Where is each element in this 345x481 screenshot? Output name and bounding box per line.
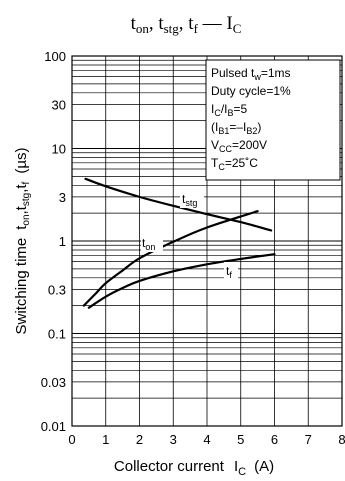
y-tick-label: 10 — [52, 142, 66, 157]
y-tick-label: 100 — [44, 49, 66, 64]
conditions-box: Pulsed tw=1ms Duty cycle=1% IC/IB=5 (IB1… — [205, 59, 341, 181]
y-tick-label: 30 — [52, 97, 66, 112]
condition-duty: Duty cycle=1% — [211, 84, 291, 98]
series-line-ton — [82, 210, 259, 307]
x-tick-label: 7 — [305, 432, 312, 447]
condition-pulsed: Pulsed tw=1ms — [211, 66, 291, 82]
tick-labels: 0 1 2 3 4 5 6 7 8 100 30 10 3 1 0.3 0.1 0.03 0.01 — [41, 49, 345, 447]
series-line-tf — [87, 253, 276, 309]
y-tick-label: 0.1 — [48, 327, 66, 342]
label-ton-bg — [141, 236, 163, 252]
condition-tc: TC=25˚C — [211, 156, 258, 172]
svg-text:tstg: tstg — [182, 192, 197, 208]
x-axis-label: Collector current IC (A) — [114, 458, 274, 478]
x-tick-label: 0 — [68, 432, 75, 447]
condition-ratio: IC/IB=5 — [211, 102, 248, 118]
x-tick-label: 8 — [338, 432, 345, 447]
svg-text:ton: ton — [142, 236, 155, 252]
chart-title: ton, tstg, tf — IC — [131, 13, 242, 36]
plot-frame — [71, 55, 343, 427]
y-tick-label: 1 — [59, 234, 66, 249]
x-tick-label: 5 — [237, 432, 244, 447]
svg-text:tf: tf — [226, 264, 232, 280]
curves — [82, 177, 276, 309]
x-tick-label: 2 — [136, 432, 143, 447]
conditions-box-frame — [205, 59, 341, 181]
label-ton: ton — [141, 236, 163, 252]
x-tick-label: 6 — [271, 432, 278, 447]
label-tstg-bg — [180, 190, 204, 208]
condition-ib: (IB1=–IB2) — [211, 120, 261, 136]
x-tick-label: 4 — [203, 432, 210, 447]
y-tick-label: 0.03 — [41, 375, 66, 390]
y-tick-label: 3 — [59, 190, 66, 205]
y-axis-label: Switching timeton,tstg,tf(µs) — [13, 148, 32, 335]
series-line-tstg — [84, 177, 273, 232]
label-tstg: tstg — [180, 190, 204, 208]
label-tf: tf — [224, 262, 238, 280]
condition-vcc: VCC=200V — [211, 138, 267, 154]
label-tf-bg — [224, 262, 238, 280]
y-tick-label: 0.01 — [41, 419, 66, 434]
y-tick-label: 0.3 — [48, 282, 66, 297]
x-tick-label: 3 — [170, 432, 177, 447]
x-tick-label: 1 — [102, 432, 109, 447]
